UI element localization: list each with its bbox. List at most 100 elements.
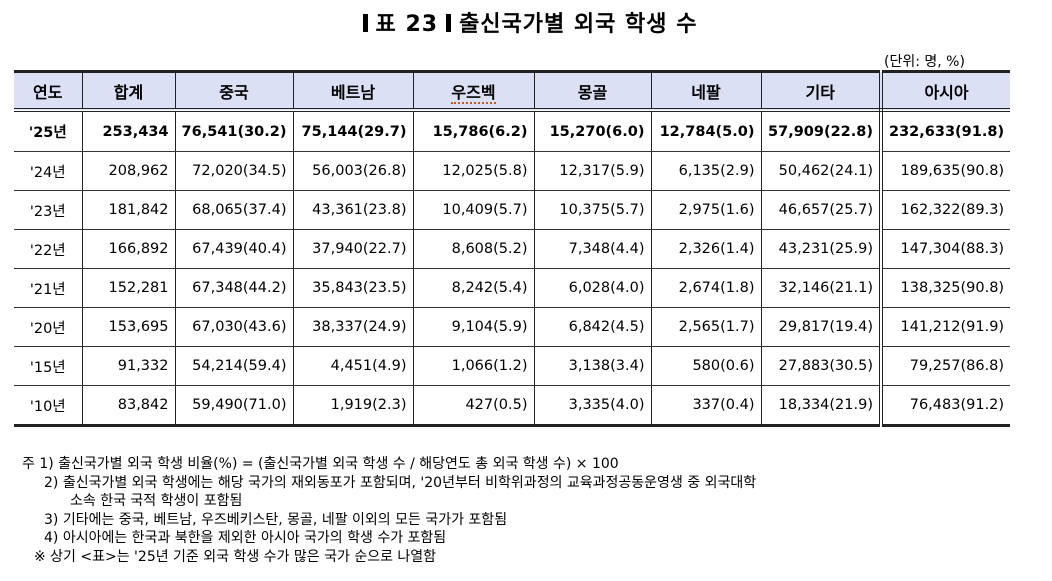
- cell-vietnam: 37,940(22.7): [293, 229, 414, 269]
- header-nepal: 네팔: [651, 71, 762, 112]
- cell-mongolia: 12,317(5.9): [534, 151, 652, 191]
- cell-total: 253,434: [82, 110, 176, 152]
- cell-asia: 189,635(90.8): [881, 151, 1011, 191]
- cell-vietnam: 1,919(2.3): [293, 385, 414, 427]
- cell-total: 166,892: [82, 229, 176, 269]
- footnote-4: 4) 아시아에는 한국과 북한을 제외한 아시아 국가의 학생 수가 포함됨: [44, 530, 447, 546]
- header-row: 연도 합계 중국 베트남 우즈벡 몽골 네팔 기타 아시아: [14, 71, 1011, 112]
- cell-asia: 162,322(89.3): [881, 190, 1011, 230]
- cell-uzbekistan: 12,025(5.8): [413, 151, 535, 191]
- footnote-remark: ※ 상기 <표>는 '25년 기준 외국 학생 수가 많은 국가 순으로 나열함: [34, 548, 437, 565]
- cell-other: 29,817(19.4): [761, 307, 883, 347]
- cell-vietnam: 4,451(4.9): [293, 346, 414, 386]
- cell-vietnam: 56,003(26.8): [293, 151, 414, 191]
- cell-mongolia: 10,375(5.7): [534, 190, 652, 230]
- cell-other: 46,657(25.7): [761, 190, 883, 230]
- cell-total: 208,962: [82, 151, 176, 191]
- cell-mongolia: 15,270(6.0): [534, 110, 652, 152]
- table-row: '22년 166,892 67,439(40.4) 37,940(22.7) 8…: [14, 229, 1011, 269]
- table-row: '20년 153,695 67,030(43.6) 38,337(24.9) 9…: [14, 307, 1011, 347]
- cell-other: 27,883(30.5): [761, 346, 883, 386]
- cell-asia: 141,212(91.9): [881, 307, 1011, 347]
- cell-mongolia: 6,842(4.5): [534, 307, 652, 347]
- title-bar-left: [362, 14, 368, 32]
- footnote-3: 3) 기타에는 중국, 베트남, 우즈베키스탄, 몽골, 네팔 이외의 모든 국…: [44, 511, 508, 528]
- footnotes: 주 1) 출신국가별 외국 학생 비율(%) = (출신국가별 외국 학생 수 …: [22, 455, 756, 566]
- cell-year: '22년: [14, 229, 83, 269]
- cell-asia: 138,325(90.8): [881, 268, 1011, 308]
- cell-china: 67,030(43.6): [175, 307, 294, 347]
- cell-nepal: 580(0.6): [651, 346, 762, 386]
- cell-nepal: 2,975(1.6): [651, 190, 762, 230]
- cell-china: 67,348(44.2): [175, 268, 294, 308]
- cell-nepal: 2,565(1.7): [651, 307, 762, 347]
- cell-china: 68,065(37.4): [175, 190, 294, 230]
- cell-vietnam: 35,843(23.5): [293, 268, 414, 308]
- header-asia: 아시아: [881, 71, 1011, 112]
- cell-mongolia: 3,335(4.0): [534, 385, 652, 427]
- cell-vietnam: 38,337(24.9): [293, 307, 414, 347]
- header-uzbekistan-label: 우즈벡: [451, 82, 496, 104]
- cell-uzbekistan: 427(0.5): [413, 385, 535, 427]
- cell-nepal: 2,326(1.4): [651, 229, 762, 269]
- cell-total: 153,695: [82, 307, 176, 347]
- unit-label: (단위: 명, %): [884, 54, 965, 70]
- cell-year: '23년: [14, 190, 83, 230]
- cell-other: 18,334(21.9): [761, 385, 883, 427]
- cell-asia: 232,633(91.8): [881, 110, 1011, 152]
- cell-china: 59,490(71.0): [175, 385, 294, 427]
- header-uzbekistan: 우즈벡: [413, 71, 535, 112]
- cell-uzbekistan: 9,104(5.9): [413, 307, 535, 347]
- cell-nepal: 2,674(1.8): [651, 268, 762, 308]
- cell-other: 57,909(22.8): [761, 110, 883, 152]
- cell-total: 152,281: [82, 268, 176, 308]
- footnote-2-cont: 소속 한국 국적 학생이 포함됨: [70, 493, 243, 509]
- table-row: '21년 152,281 67,348(44.2) 35,843(23.5) 8…: [14, 268, 1011, 308]
- footnote-2: 2) 출신국가별 외국 학생에는 해당 국가의 재외동포가 포함되며, '20년…: [44, 474, 757, 491]
- cell-year: '15년: [14, 346, 83, 386]
- cell-year: '24년: [14, 151, 83, 191]
- cell-asia: 147,304(88.3): [881, 229, 1011, 269]
- table-title-text: 출신국가별 외국 학생 수: [459, 12, 698, 37]
- cell-year: '25년: [14, 110, 83, 152]
- header-mongolia: 몽골: [534, 71, 652, 112]
- table-row: '25년 253,434 76,541(30.2) 75,144(29.7) 1…: [14, 110, 1011, 152]
- table-row: '23년 181,842 68,065(37.4) 43,361(23.8) 1…: [14, 190, 1011, 230]
- header-vietnam: 베트남: [293, 71, 414, 112]
- cell-nepal: 6,135(2.9): [651, 151, 762, 191]
- cell-other: 32,146(21.1): [761, 268, 883, 308]
- table-number: 표 23: [375, 12, 439, 37]
- cell-other: 43,231(25.9): [761, 229, 883, 269]
- cell-mongolia: 7,348(4.4): [534, 229, 652, 269]
- header-china: 중국: [175, 71, 294, 112]
- cell-vietnam: 43,361(23.8): [293, 190, 414, 230]
- cell-other: 50,462(24.1): [761, 151, 883, 191]
- title-bar-right: [446, 14, 452, 32]
- cell-total: 83,842: [82, 385, 176, 427]
- cell-uzbekistan: 1,066(1.2): [413, 346, 535, 386]
- cell-year: '10년: [14, 385, 83, 427]
- table-row: '15년 91,332 54,214(59.4) 4,451(4.9) 1,06…: [14, 346, 1011, 386]
- cell-china: 76,541(30.2): [175, 110, 294, 152]
- cell-uzbekistan: 15,786(6.2): [413, 110, 535, 152]
- cell-year: '20년: [14, 307, 83, 347]
- foreign-students-table: 연도 합계 중국 베트남 우즈벡 몽골 네팔 기타 아시아 '25년 253,4…: [14, 70, 1011, 427]
- cell-nepal: 12,784(5.0): [651, 110, 762, 152]
- header-total: 합계: [82, 71, 176, 112]
- cell-mongolia: 3,138(3.4): [534, 346, 652, 386]
- cell-asia: 79,257(86.8): [881, 346, 1011, 386]
- cell-total: 181,842: [82, 190, 176, 230]
- cell-china: 54,214(59.4): [175, 346, 294, 386]
- table-row: '24년 208,962 72,020(34.5) 56,003(26.8) 1…: [14, 151, 1011, 191]
- cell-asia: 76,483(91.2): [881, 385, 1011, 427]
- cell-uzbekistan: 8,608(5.2): [413, 229, 535, 269]
- header-other: 기타: [761, 71, 883, 112]
- header-year: 연도: [14, 71, 83, 112]
- cell-vietnam: 75,144(29.7): [293, 110, 414, 152]
- cell-nepal: 337(0.4): [651, 385, 762, 427]
- cell-uzbekistan: 10,409(5.7): [413, 190, 535, 230]
- cell-china: 67,439(40.4): [175, 229, 294, 269]
- cell-total: 91,332: [82, 346, 176, 386]
- footnote-1: 주 1) 출신국가별 외국 학생 비율(%) = (출신국가별 외국 학생 수 …: [22, 456, 619, 472]
- cell-mongolia: 6,028(4.0): [534, 268, 652, 308]
